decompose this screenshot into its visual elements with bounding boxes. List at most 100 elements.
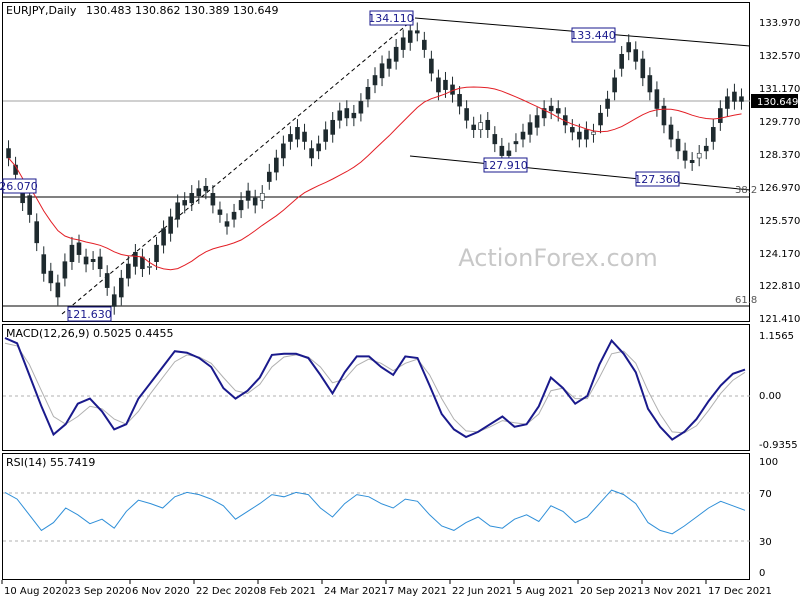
macd-panel (2, 324, 750, 451)
price-candle (27, 195, 32, 215)
price-candle (224, 221, 230, 227)
annotation-121630: 121.630 (66, 306, 112, 322)
price-candle (400, 37, 406, 50)
price-candle (365, 86, 371, 100)
price-candle (654, 89, 660, 109)
price-candle (161, 228, 166, 246)
annotation-133440: 133.440 (570, 27, 616, 43)
current-price-box (751, 94, 798, 108)
price-candle (379, 63, 385, 79)
macd-y-tick: -0.9355 (759, 440, 798, 451)
svg-text:127.910: 127.910 (482, 159, 528, 172)
x-axis-label: 3 Nov 2021 (644, 586, 702, 597)
x-axis-label: 5 Aug 2021 (516, 586, 574, 597)
price-candle (337, 110, 343, 121)
price-candle (203, 185, 209, 192)
price-candle (330, 119, 336, 135)
price-candle (661, 105, 667, 126)
price-candle (436, 77, 441, 93)
price-candle (513, 141, 519, 145)
price-candle (111, 294, 117, 307)
price-candle (302, 131, 307, 142)
annotation-126070: 126.070 (0, 178, 38, 194)
rsi-y-tick: 30 (759, 537, 772, 548)
price-candle (372, 75, 378, 86)
price-candle (718, 108, 723, 123)
price-candle (316, 143, 321, 152)
price-candle (485, 119, 491, 131)
x-axis-label: 22 Jun 2021 (452, 586, 512, 597)
price-candle (69, 244, 75, 262)
price-candle (386, 58, 392, 69)
price-y-axis: 133.970 132.570 131.170 129.770 128.370 … (759, 18, 800, 325)
svg-text:126.070: 126.070 (0, 180, 38, 193)
price-y-tick: 133.970 (759, 18, 800, 29)
price-candle (76, 242, 82, 255)
price-candle (309, 148, 314, 159)
price-candle (281, 143, 286, 159)
macd-y-tick: 1.1565 (759, 331, 794, 342)
price-candle (97, 256, 103, 270)
x-axis-label: 6 Nov 2020 (132, 586, 190, 597)
price-candle (104, 273, 110, 288)
rsi-y-tick: 70 (759, 489, 772, 500)
macd-y-axis: 1.1565 0.00 -0.9355 (759, 331, 798, 451)
annotation-127910: 127.910 (482, 157, 528, 173)
price-candle (584, 129, 589, 140)
price-candle (710, 127, 716, 142)
lower-channel-line (409, 155, 751, 191)
price-candle (703, 145, 709, 152)
price-candle (182, 200, 188, 206)
watermark: ActionForex.com (458, 244, 658, 272)
svg-text:134.110: 134.110 (368, 12, 414, 25)
price-y-tick: 124.170 (759, 249, 800, 260)
x-axis-label: 8 Feb 2021 (260, 586, 316, 597)
price-y-tick: 125.570 (759, 216, 800, 227)
price-y-tick: 126.970 (759, 183, 800, 194)
price-candle (478, 122, 484, 131)
price-candle (407, 30, 413, 43)
price-candle (591, 131, 596, 135)
price-candle (295, 127, 300, 140)
price-y-tick: 129.770 (759, 117, 800, 128)
current-price-label: 130.649 (757, 97, 798, 108)
price-candle (62, 261, 68, 279)
rsi-panel (2, 453, 750, 580)
price-candle (492, 134, 498, 145)
price-candle (351, 112, 357, 119)
price-candle (210, 193, 216, 206)
price-y-tick: 132.570 (759, 51, 800, 62)
price-candle (344, 108, 350, 119)
price-candle (245, 190, 251, 201)
price-candle (696, 152, 702, 159)
price-candles (6, 22, 744, 315)
price-candle (668, 124, 674, 140)
price-candle (429, 58, 434, 74)
price-candle (41, 254, 47, 274)
price-candle (725, 96, 730, 109)
price-candle (126, 263, 131, 279)
price-candle (217, 209, 223, 215)
price-panel (2, 2, 750, 322)
price-y-tick: 121.410 (759, 314, 800, 325)
price-y-tick: 122.810 (759, 281, 800, 292)
rsi-line (4, 489, 746, 535)
price-candle (570, 127, 575, 133)
price-candle (238, 200, 244, 211)
price-candle (598, 112, 603, 126)
price-candle (259, 193, 265, 201)
annotation-134110: 134.110 (368, 10, 414, 26)
price-candle (548, 105, 554, 112)
price-candle (647, 75, 653, 93)
price-candle (626, 42, 632, 53)
price-candle (682, 150, 688, 161)
price-candle (633, 49, 639, 62)
price-candle (506, 150, 512, 156)
price-candle (527, 122, 533, 135)
macd-title: MACD(12,26,9) 0.5025 0.4455 (6, 327, 174, 340)
x-axis-label: 20 Sep 2021 (580, 586, 643, 597)
price-candle (640, 58, 646, 79)
x-axis-label: 17 Dec 2021 (708, 586, 772, 597)
x-axis-label: 10 Aug 2020 (4, 586, 68, 597)
price-candle (520, 131, 526, 140)
